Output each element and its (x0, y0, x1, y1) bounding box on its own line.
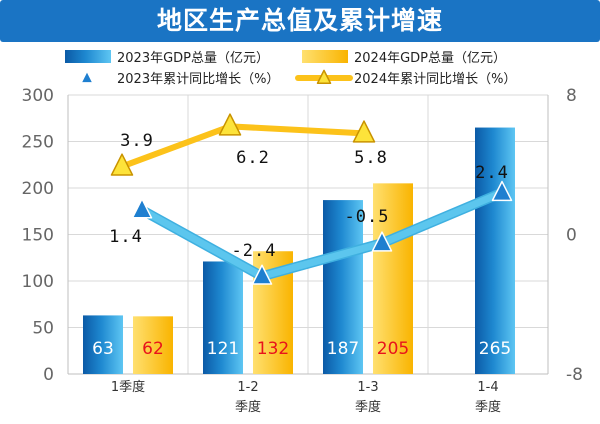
y-left-tick-label: 250 (22, 133, 54, 153)
line-2023-value-label: 1.4 (109, 227, 143, 247)
y-left-tick-label: 50 (32, 319, 54, 339)
x-tick-label: 1季度 (111, 379, 145, 395)
y-right-tick-label: 0 (566, 226, 577, 246)
legend-2024-gdp-label: 2024年GDP总量（亿元） (354, 51, 506, 66)
line-2023-marker (131, 198, 153, 219)
line-2023-value-label: 2.4 (475, 163, 509, 183)
line-2023 (138, 189, 506, 280)
line-2024-marker (218, 113, 242, 136)
legend-2024-gdp-swatch (302, 50, 348, 63)
line-2024-marker (110, 153, 134, 176)
y-left-tick-label: 150 (22, 226, 54, 246)
y-left-tick-label: 300 (22, 86, 54, 106)
y-right-tick-label: 8 (566, 86, 577, 106)
title-banner: 地区生产总值及累计增速 (0, 0, 600, 42)
legend-2023-gdp-label: 2023年GDP总量（亿元） (117, 51, 269, 66)
bar-2023-value-label: 63 (92, 339, 114, 359)
bar-2023-value-label: 265 (479, 339, 511, 359)
line-2024-marker (352, 120, 376, 143)
line-2024-value-label: 6.2 (236, 148, 270, 168)
bar-2024-value-label: 62 (142, 339, 164, 359)
line-2023-marker (491, 180, 513, 202)
x-tick-label: 季度 (235, 399, 261, 415)
bar-2023-value-label: 187 (327, 339, 359, 359)
x-tick-label: 季度 (355, 399, 381, 415)
bar-2023 (323, 200, 363, 374)
line-2024-value-label: 5.8 (354, 148, 388, 168)
line-2023-value-label: -0.5 (345, 207, 390, 227)
bar-2024 (373, 183, 413, 374)
x-tick-label: 1-3 (357, 380, 378, 395)
x-tick-label: 季度 (475, 399, 501, 415)
x-tick-label: 1-2 (237, 380, 258, 395)
bar-2024 (133, 316, 173, 374)
legend-2024-growth-label: 2024年累计同比增长（%） (354, 72, 516, 87)
y-left-tick-label: 0 (43, 365, 54, 385)
legend-2024-growth-marker (316, 69, 332, 85)
line-2024-value-label: 3.9 (120, 131, 154, 151)
legend-2023-growth-label: 2023年累计同比增长（%） (117, 72, 279, 87)
bar-2024-value-label: 132 (257, 339, 289, 359)
bar-2024-value-label: 205 (377, 339, 409, 359)
bar-2023 (475, 127, 515, 374)
chart-title: 地区生产总值及累计增速 (156, 6, 443, 35)
y-left-tick-label: 100 (22, 272, 54, 292)
line-2023-value-label: -2.4 (232, 241, 277, 261)
y-left-tick-label: 200 (22, 179, 54, 199)
y-right-tick-label: -8 (566, 365, 583, 385)
line-2023-marker (251, 264, 273, 285)
line-2023-marker (371, 231, 393, 252)
legend-2023-growth-marker (80, 70, 94, 84)
legend-2023-gdp-swatch (65, 50, 111, 63)
bar-2023 (203, 261, 243, 374)
x-tick-label: 1-4 (477, 380, 498, 395)
bar-2023-value-label: 121 (207, 339, 239, 359)
bar-2023 (83, 315, 123, 374)
